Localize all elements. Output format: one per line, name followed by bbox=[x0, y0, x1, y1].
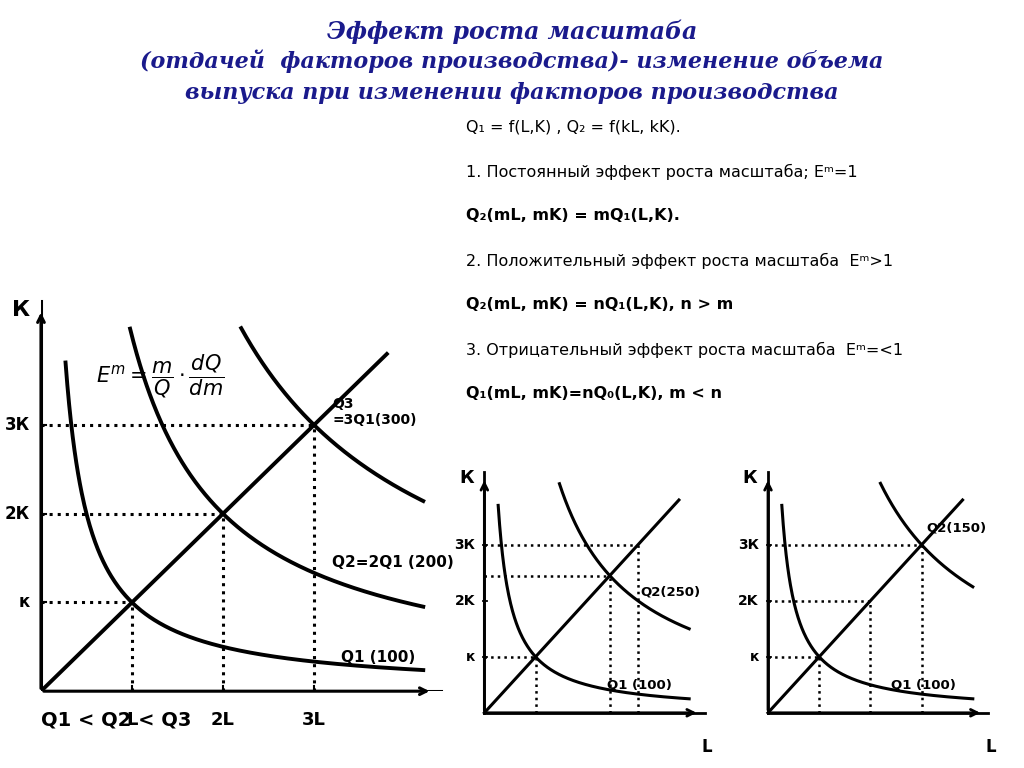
Text: Эффект роста масштаба: Эффект роста масштаба bbox=[327, 19, 697, 44]
Text: Q2(150): Q2(150) bbox=[927, 521, 987, 535]
Text: Q1 (100): Q1 (100) bbox=[341, 650, 416, 665]
Text: к: к bbox=[18, 594, 30, 611]
Text: К: К bbox=[12, 300, 30, 319]
Text: 3L: 3L bbox=[302, 710, 326, 729]
Text: выпуска при изменении факторов производства: выпуска при изменении факторов производс… bbox=[185, 82, 839, 104]
Text: Q₁(mL, mK)=nQ₀(L,K), m < n: Q₁(mL, mK)=nQ₀(L,K), m < n bbox=[466, 386, 722, 402]
Text: Q₁ = f(L,K) , Q₂ = f(kL, kK).: Q₁ = f(L,K) , Q₂ = f(kL, kK). bbox=[466, 119, 681, 134]
Text: Q1 (100): Q1 (100) bbox=[891, 678, 955, 691]
Text: (отдачей  факторов производства)- изменение объема: (отдачей факторов производства)- изменен… bbox=[140, 50, 884, 74]
Text: L: L bbox=[701, 738, 713, 756]
Text: 3К: 3К bbox=[5, 416, 30, 434]
Text: 3К: 3К bbox=[454, 538, 475, 551]
Text: К: К bbox=[459, 468, 474, 487]
Text: 3К: 3К bbox=[737, 538, 759, 551]
Text: L: L bbox=[985, 738, 996, 756]
Text: L: L bbox=[126, 710, 137, 729]
Text: 3. Отрицательный эффект роста масштаба  Eᵐ=<1: 3. Отрицательный эффект роста масштаба E… bbox=[466, 342, 903, 358]
Text: Q₂(mL, mK) = nQ₁(L,K), n > m: Q₂(mL, mK) = nQ₁(L,K), n > m bbox=[466, 297, 733, 313]
Text: 1. Постоянный эффект роста масштаба; Eᵐ=1: 1. Постоянный эффект роста масштаба; Eᵐ=… bbox=[466, 164, 857, 180]
Text: к: к bbox=[750, 650, 759, 664]
Text: $E^m = \dfrac{m}{Q} \cdot \dfrac{dQ}{dm}$: $E^m = \dfrac{m}{Q} \cdot \dfrac{dQ}{dm}… bbox=[95, 353, 224, 400]
Text: к: к bbox=[466, 650, 475, 664]
Text: К: К bbox=[742, 468, 758, 487]
Text: 2L: 2L bbox=[211, 710, 234, 729]
Text: 2K: 2K bbox=[738, 594, 759, 607]
Text: 2К: 2К bbox=[5, 505, 30, 523]
Text: Q2=2Q1 (200): Q2=2Q1 (200) bbox=[332, 555, 454, 570]
Text: 2K: 2K bbox=[455, 594, 475, 607]
Text: 2. Положительный эффект роста масштаба  Eᵐ>1: 2. Положительный эффект роста масштаба E… bbox=[466, 253, 893, 269]
Text: Q3
=3Q1(300): Q3 =3Q1(300) bbox=[332, 396, 417, 427]
Text: Q₂(mL, mK) = mQ₁(L,K).: Q₂(mL, mK) = mQ₁(L,K). bbox=[466, 208, 680, 223]
Text: Q2(250): Q2(250) bbox=[641, 586, 700, 599]
Text: Q1 (100): Q1 (100) bbox=[607, 678, 672, 691]
Text: Q1 < Q2 < Q3: Q1 < Q2 < Q3 bbox=[41, 710, 191, 730]
